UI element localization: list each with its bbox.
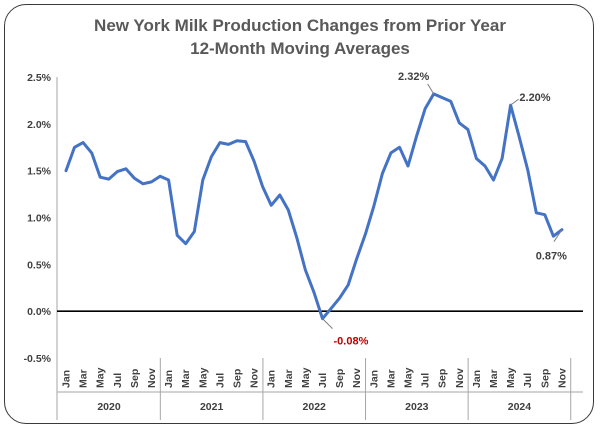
month-label: Nov xyxy=(351,368,363,388)
month-label: Sep xyxy=(334,369,346,388)
month-label: Jan xyxy=(471,370,483,388)
data-label: 0.87% xyxy=(536,251,567,263)
month-label: Sep xyxy=(539,369,551,388)
y-tick-label: -0.5% xyxy=(24,353,52,365)
annotation-leader xyxy=(322,318,333,330)
annotation-leader xyxy=(553,229,563,242)
year-label: 2023 xyxy=(405,401,429,413)
month-label: Mar xyxy=(78,369,90,388)
month-label: Jul xyxy=(214,373,226,388)
chart-subtitle: 12-Month Moving Averages xyxy=(190,39,410,58)
year-label: 2021 xyxy=(200,401,224,413)
month-label: May xyxy=(197,367,209,388)
month-label: Mar xyxy=(488,369,500,388)
month-label: Nov xyxy=(249,368,261,388)
month-label: Jul xyxy=(420,373,432,388)
month-label: Jul xyxy=(317,373,329,388)
y-tick-label: 1.5% xyxy=(27,166,52,178)
series-line xyxy=(64,92,564,321)
month-label: Jan xyxy=(61,370,73,388)
month-label: Mar xyxy=(385,369,397,388)
chart-frame xyxy=(4,4,594,424)
annotation-leader xyxy=(510,98,519,106)
month-label: Sep xyxy=(437,369,449,388)
year-label: 2022 xyxy=(303,401,327,413)
year-label: 2024 xyxy=(508,401,532,413)
month-label: May xyxy=(505,367,517,388)
month-label: Jan xyxy=(163,370,175,388)
month-label: Sep xyxy=(232,369,244,388)
month-label: Nov xyxy=(146,368,158,388)
month-label: Mar xyxy=(180,369,192,388)
month-label: Sep xyxy=(129,369,141,388)
month-label: Mar xyxy=(283,369,295,388)
month-label: Nov xyxy=(454,368,466,388)
y-tick-label: 0.5% xyxy=(27,259,52,271)
y-tick-label: 2.5% xyxy=(27,72,52,84)
y-tick-label: 0.0% xyxy=(27,306,52,318)
month-label: Nov xyxy=(556,368,568,388)
month-label: May xyxy=(300,367,312,388)
chart-title: New York Milk Production Changes from Pr… xyxy=(94,16,506,35)
month-label: May xyxy=(95,367,107,388)
y-tick-label: 1.0% xyxy=(27,213,52,225)
year-label: 2020 xyxy=(97,401,121,413)
month-label: Jul xyxy=(522,373,534,388)
month-label: Jan xyxy=(368,370,380,388)
month-label: Jan xyxy=(266,370,278,388)
data-label: 2.20% xyxy=(519,92,550,104)
month-label: Jul xyxy=(112,373,124,388)
month-label: May xyxy=(403,367,415,388)
annotation-leader xyxy=(427,83,435,95)
y-tick-label: 2.0% xyxy=(27,119,52,131)
data-label: -0.08% xyxy=(334,336,369,348)
data-label: 2.32% xyxy=(398,71,429,83)
